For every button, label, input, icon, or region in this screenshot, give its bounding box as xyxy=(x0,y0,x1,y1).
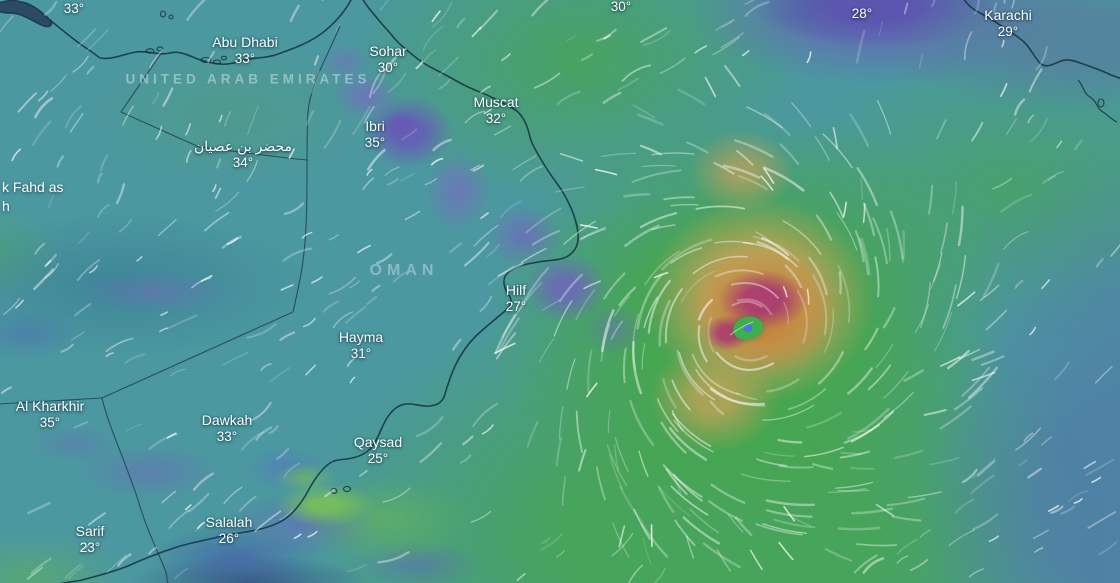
partial-station-label[interactable]: k Fahd as xyxy=(2,179,64,195)
station-name: Hilf xyxy=(505,282,527,298)
station-temp: 25° xyxy=(367,450,389,466)
station-temp: 27° xyxy=(505,298,527,314)
station-label[interactable]: Ibri 35° xyxy=(365,118,385,151)
station-name: Al Kharkhir xyxy=(15,398,85,414)
station-name: Karachi xyxy=(984,7,1032,23)
oman-coastline xyxy=(59,0,579,583)
cyclone-eye xyxy=(730,312,766,344)
region-label: UNITED ARAB EMIRATES xyxy=(125,71,371,87)
station-temp: 30° xyxy=(377,59,399,75)
station-temp: 23° xyxy=(79,539,101,555)
station-label[interactable]: Sohar 30° xyxy=(369,43,406,76)
indus-creeks xyxy=(1077,79,1118,123)
station-label[interactable]: Hilf 27° xyxy=(506,282,526,315)
station-label[interactable]: Hayma 31° xyxy=(339,329,383,362)
station-name: Ibri xyxy=(365,118,385,134)
station-temp: 35° xyxy=(39,414,61,430)
station-label[interactable]: Muscat 32° xyxy=(473,94,518,127)
station-name: Sohar xyxy=(369,43,407,59)
country-border-layer xyxy=(0,25,341,583)
station-temp: 28° xyxy=(851,5,873,21)
station-label[interactable]: محضر بن عصيان 34° xyxy=(194,138,292,171)
station-label[interactable]: Karachi 29° xyxy=(984,7,1031,40)
station-label[interactable]: Al Kharkhir 35° xyxy=(16,398,84,431)
coast-connector xyxy=(49,19,101,59)
station-label[interactable]: 33° xyxy=(64,1,84,17)
station-temp: 31° xyxy=(350,345,372,361)
station-temp: 33° xyxy=(63,0,85,16)
peninsula-topleft xyxy=(0,0,53,28)
station-temp: 33° xyxy=(216,428,238,444)
station-name: Abu Dhabi xyxy=(212,34,278,50)
station-name: Qaysad xyxy=(353,434,403,450)
station-temp: 35° xyxy=(364,134,386,150)
cyclone-eye-center xyxy=(742,322,754,334)
partial-station-label[interactable]: h xyxy=(2,198,10,214)
border-uae-oman xyxy=(292,25,341,313)
border-saudi-oman xyxy=(101,311,294,399)
station-name: محضر بن عصيان xyxy=(194,138,292,154)
region-label: OMAN xyxy=(369,262,439,279)
station-name: Sarif xyxy=(75,523,105,539)
station-label[interactable]: Sarif 23° xyxy=(76,523,105,556)
station-temp: 34° xyxy=(232,154,254,170)
station-label[interactable]: 28° xyxy=(852,6,872,22)
border-yemen-oman xyxy=(101,397,169,583)
station-temp: 30° xyxy=(610,0,632,14)
station-name: Dawkah xyxy=(201,412,253,428)
station-name: Salalah xyxy=(205,514,253,530)
station-temp: 29° xyxy=(997,23,1019,39)
station-name: Muscat xyxy=(473,94,519,110)
station-label[interactable]: Salalah 26° xyxy=(206,514,253,547)
station-label[interactable]: Qaysad 25° xyxy=(354,434,402,467)
station-temp: 33° xyxy=(234,50,256,66)
station-label[interactable]: 30° xyxy=(611,0,631,15)
station-temp: 32° xyxy=(485,110,507,126)
station-name: Hayma xyxy=(338,329,384,345)
station-label[interactable]: Dawkah 33° xyxy=(202,412,253,445)
station-temp: 26° xyxy=(218,530,240,546)
islands xyxy=(145,10,1105,494)
station-label[interactable]: Abu Dhabi 33° xyxy=(212,34,277,67)
